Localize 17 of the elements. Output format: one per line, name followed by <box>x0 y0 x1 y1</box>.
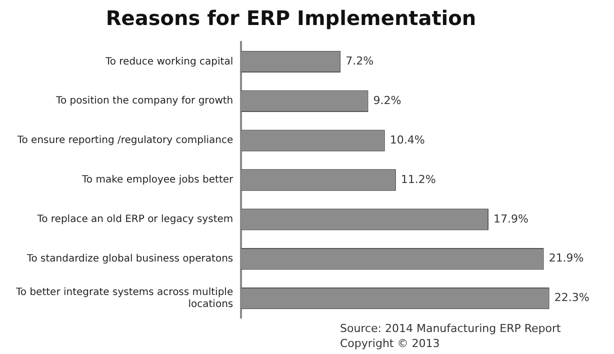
data-label: 9.2% <box>373 94 402 107</box>
data-label: 17.9% <box>494 212 528 226</box>
y-tick-label: To standardize global business operatons <box>26 253 234 264</box>
data-label: 21.9% <box>548 252 584 265</box>
text: Copyright © 2013 <box>340 337 440 350</box>
data-label: 7.2% <box>346 54 374 68</box>
data-label: 10.4% <box>390 133 425 146</box>
data-label: 22.3% <box>554 291 590 304</box>
source-note: Source: 2014 Manufacturing ERP Report <box>340 322 562 335</box>
y-tick-label: To replace an old ERP or legacy system <box>36 214 234 226</box>
y-tick-label: To make employee jobs better <box>81 174 234 186</box>
data-label: 11.2% <box>400 172 436 186</box>
chart-title: Reasons for ERP Implementation <box>106 6 476 30</box>
y-tick-label: To position the company for growth <box>55 96 234 107</box>
y-tick-label: To reduce working capital <box>104 56 234 68</box>
y-tick-label: To better integrate systems across multiple locations <box>14 286 234 310</box>
y-tick-label: To ensure reporting /regulatory compliance <box>16 135 234 146</box>
